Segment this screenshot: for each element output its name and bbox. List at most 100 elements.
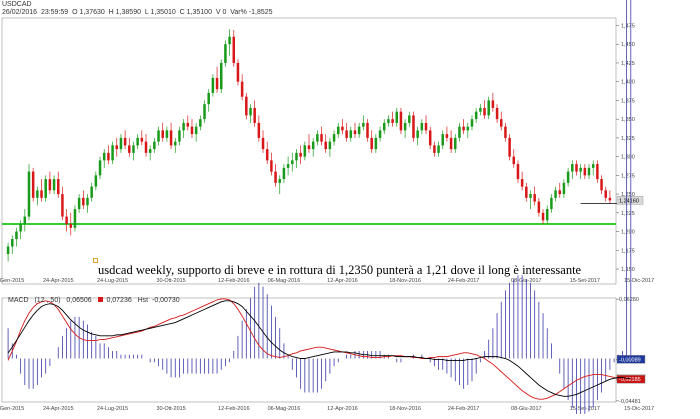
price-tick-label: 1,475 [621,23,635,29]
header-low: L 1,35010 [144,9,176,16]
macd-date-tick-label: 06-Mag-2016 [268,406,301,412]
candle [82,190,85,210]
candle-body [399,111,403,131]
candle [600,175,603,195]
candle [537,197,541,217]
candle [571,160,574,180]
candle-body [94,175,98,187]
last-price-box [616,196,644,205]
price-tick-label: 1,200 [621,230,635,236]
price-tick-label: 1,175 [621,248,635,254]
candle [495,104,499,123]
annotation-text: usdcad weekly, supporto di breve e in ro… [98,263,582,277]
candle [378,126,382,142]
candle-body [228,36,231,45]
macd-header: MACD (12 , 50) 0,06506 0,07236 Hst -0,00… [8,297,180,304]
candle-body [345,130,348,138]
date-tick-label: 18-Nov-2016 [389,278,421,284]
candle [395,107,399,127]
macd-date-tick-label: 15-Dic-2017 [624,406,654,412]
macd-date-tick-label: 12-Feb-2016 [218,406,250,412]
candle-body [504,126,507,138]
candle [27,164,31,221]
candle [107,145,110,165]
candle [144,134,148,157]
candle-body [520,179,524,187]
macd-tick-label: -0,02185 [619,377,641,383]
candle [345,122,348,142]
candle-body [128,145,131,153]
macd-name: MACD [8,297,29,304]
candle [458,122,461,142]
candle-body [541,212,545,221]
candle-body [111,145,114,161]
candle-body [604,190,607,198]
candle-body [499,119,503,127]
candle-body [303,145,307,157]
candle [182,119,185,138]
header-close: C 1,35100 [179,9,212,16]
candle [332,130,336,146]
candle [541,209,545,225]
candle [240,74,244,101]
candle-body [69,224,73,228]
candle [261,130,265,153]
candle [466,122,470,138]
candle [236,59,240,86]
candle-body [86,197,89,206]
candle-body [382,122,386,131]
candle [516,160,520,183]
price-tick-label: 1,425 [621,61,635,67]
header-var: Var% -1,8525 [230,9,273,16]
candle [52,175,56,195]
candle-body [211,77,215,93]
candle-body [282,167,286,180]
candle-body [286,164,290,168]
candle [178,126,181,146]
candle-body [186,122,190,127]
candle-body [366,122,369,138]
candle [224,40,227,67]
candle [487,96,490,120]
candle-body [491,100,495,108]
candle-body [291,160,294,165]
price-tick-label: 1,400 [621,80,635,86]
macd-tick-label: -0,04481 [619,399,641,405]
macd-date-tick-label: 30-Ott-2015 [156,406,185,412]
candle-body [558,190,562,195]
candle [387,115,390,127]
candle [245,92,248,120]
candle-body [357,126,361,135]
candle [11,235,14,255]
candle-body [341,126,344,131]
candle [416,126,419,146]
candle-body [245,96,248,116]
candle-body [182,122,185,131]
candle [219,59,223,93]
candle [608,190,612,204]
candle [558,182,562,198]
candle-body [474,111,478,120]
candle-body [508,137,511,157]
candle [604,186,607,202]
candle-body [65,216,68,225]
candle [169,122,173,150]
candle [462,119,465,135]
date-tick-label: 12-Apr-2016 [327,278,358,284]
candle [157,126,160,146]
candle [295,149,298,168]
candle [299,145,302,165]
header-volume: V 0 [215,9,227,16]
candle [15,227,18,247]
price-tick-label: 1,150 [621,267,635,273]
candle-body [420,122,424,131]
macd-signal-swatch [97,297,103,302]
candle [491,92,495,112]
annotation-anchor[interactable] [93,258,98,263]
candle [596,160,599,183]
candle-body [370,137,373,150]
candle [136,134,139,150]
candle-body [433,145,436,153]
